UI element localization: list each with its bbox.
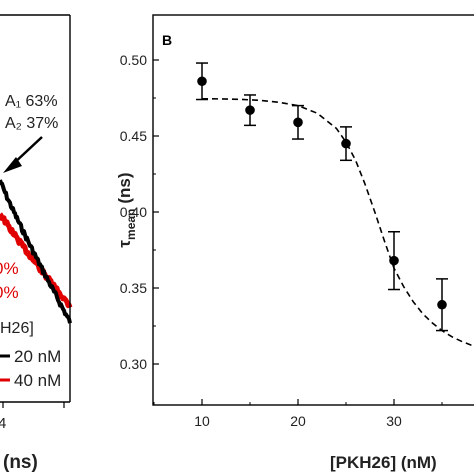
red-decay-curve (0, 212, 73, 309)
left-panel: A₁ 63% A₂ 37% 0% 0% H26] 20 nM 40 nM 4 (… (0, 14, 73, 473)
y-axis-label-unit: (ns) (115, 172, 134, 203)
legend-title: H26] (0, 320, 34, 337)
fit-curve (201, 98, 474, 347)
annotation-a2: A₂ 37% (5, 115, 58, 132)
annotation-a1: A₁ 63% (5, 93, 58, 110)
data-point (341, 138, 351, 149)
y-tick-label: 0.30 (120, 356, 147, 372)
left-panel-tick-label: 4 (0, 415, 6, 432)
chart-b: B 0.300.350.400.450.50 10 20 30 τmean(ns) … (115, 14, 474, 472)
red-percent-2: 0% (0, 283, 19, 302)
y-tick-label: 0.45 (120, 128, 147, 144)
x-axis-ticks: 10 20 30 (153, 399, 443, 429)
red-percent-1: 0% (0, 259, 19, 278)
y-axis-ticks: 0.30 0.35 0.40 0.45 0.50 (120, 52, 159, 372)
x-tick-label: 30 (386, 413, 402, 429)
data-point (389, 255, 399, 266)
data-point (245, 105, 255, 115)
black-decay-curve (0, 179, 72, 324)
data-point (197, 76, 207, 87)
y-tick-label: 0.40 (120, 204, 147, 220)
x-axis-label: [PKH26] (nM) (330, 453, 437, 472)
y-axis-label: τmean (ns) (115, 172, 138, 247)
annotation-arrowhead (3, 157, 22, 173)
left-panel-xlabel: (ns) (3, 452, 38, 473)
y-tick-label: 0.50 (120, 52, 147, 68)
legend-label-40nm: 40 nM (14, 371, 61, 390)
data-point (293, 117, 303, 128)
plot-frame (152, 14, 474, 406)
y-axis-label-subscript: mean (124, 209, 138, 240)
y-tick-label: 0.35 (120, 280, 147, 296)
data-points (196, 62, 448, 332)
legend-label-20nm: 20 nM (14, 347, 61, 366)
data-point (437, 299, 447, 310)
y-axis-label-symbol: τ (115, 240, 134, 248)
panel-label: B (162, 32, 172, 48)
x-tick-label: 10 (194, 413, 210, 429)
x-tick-label: 20 (290, 413, 306, 429)
